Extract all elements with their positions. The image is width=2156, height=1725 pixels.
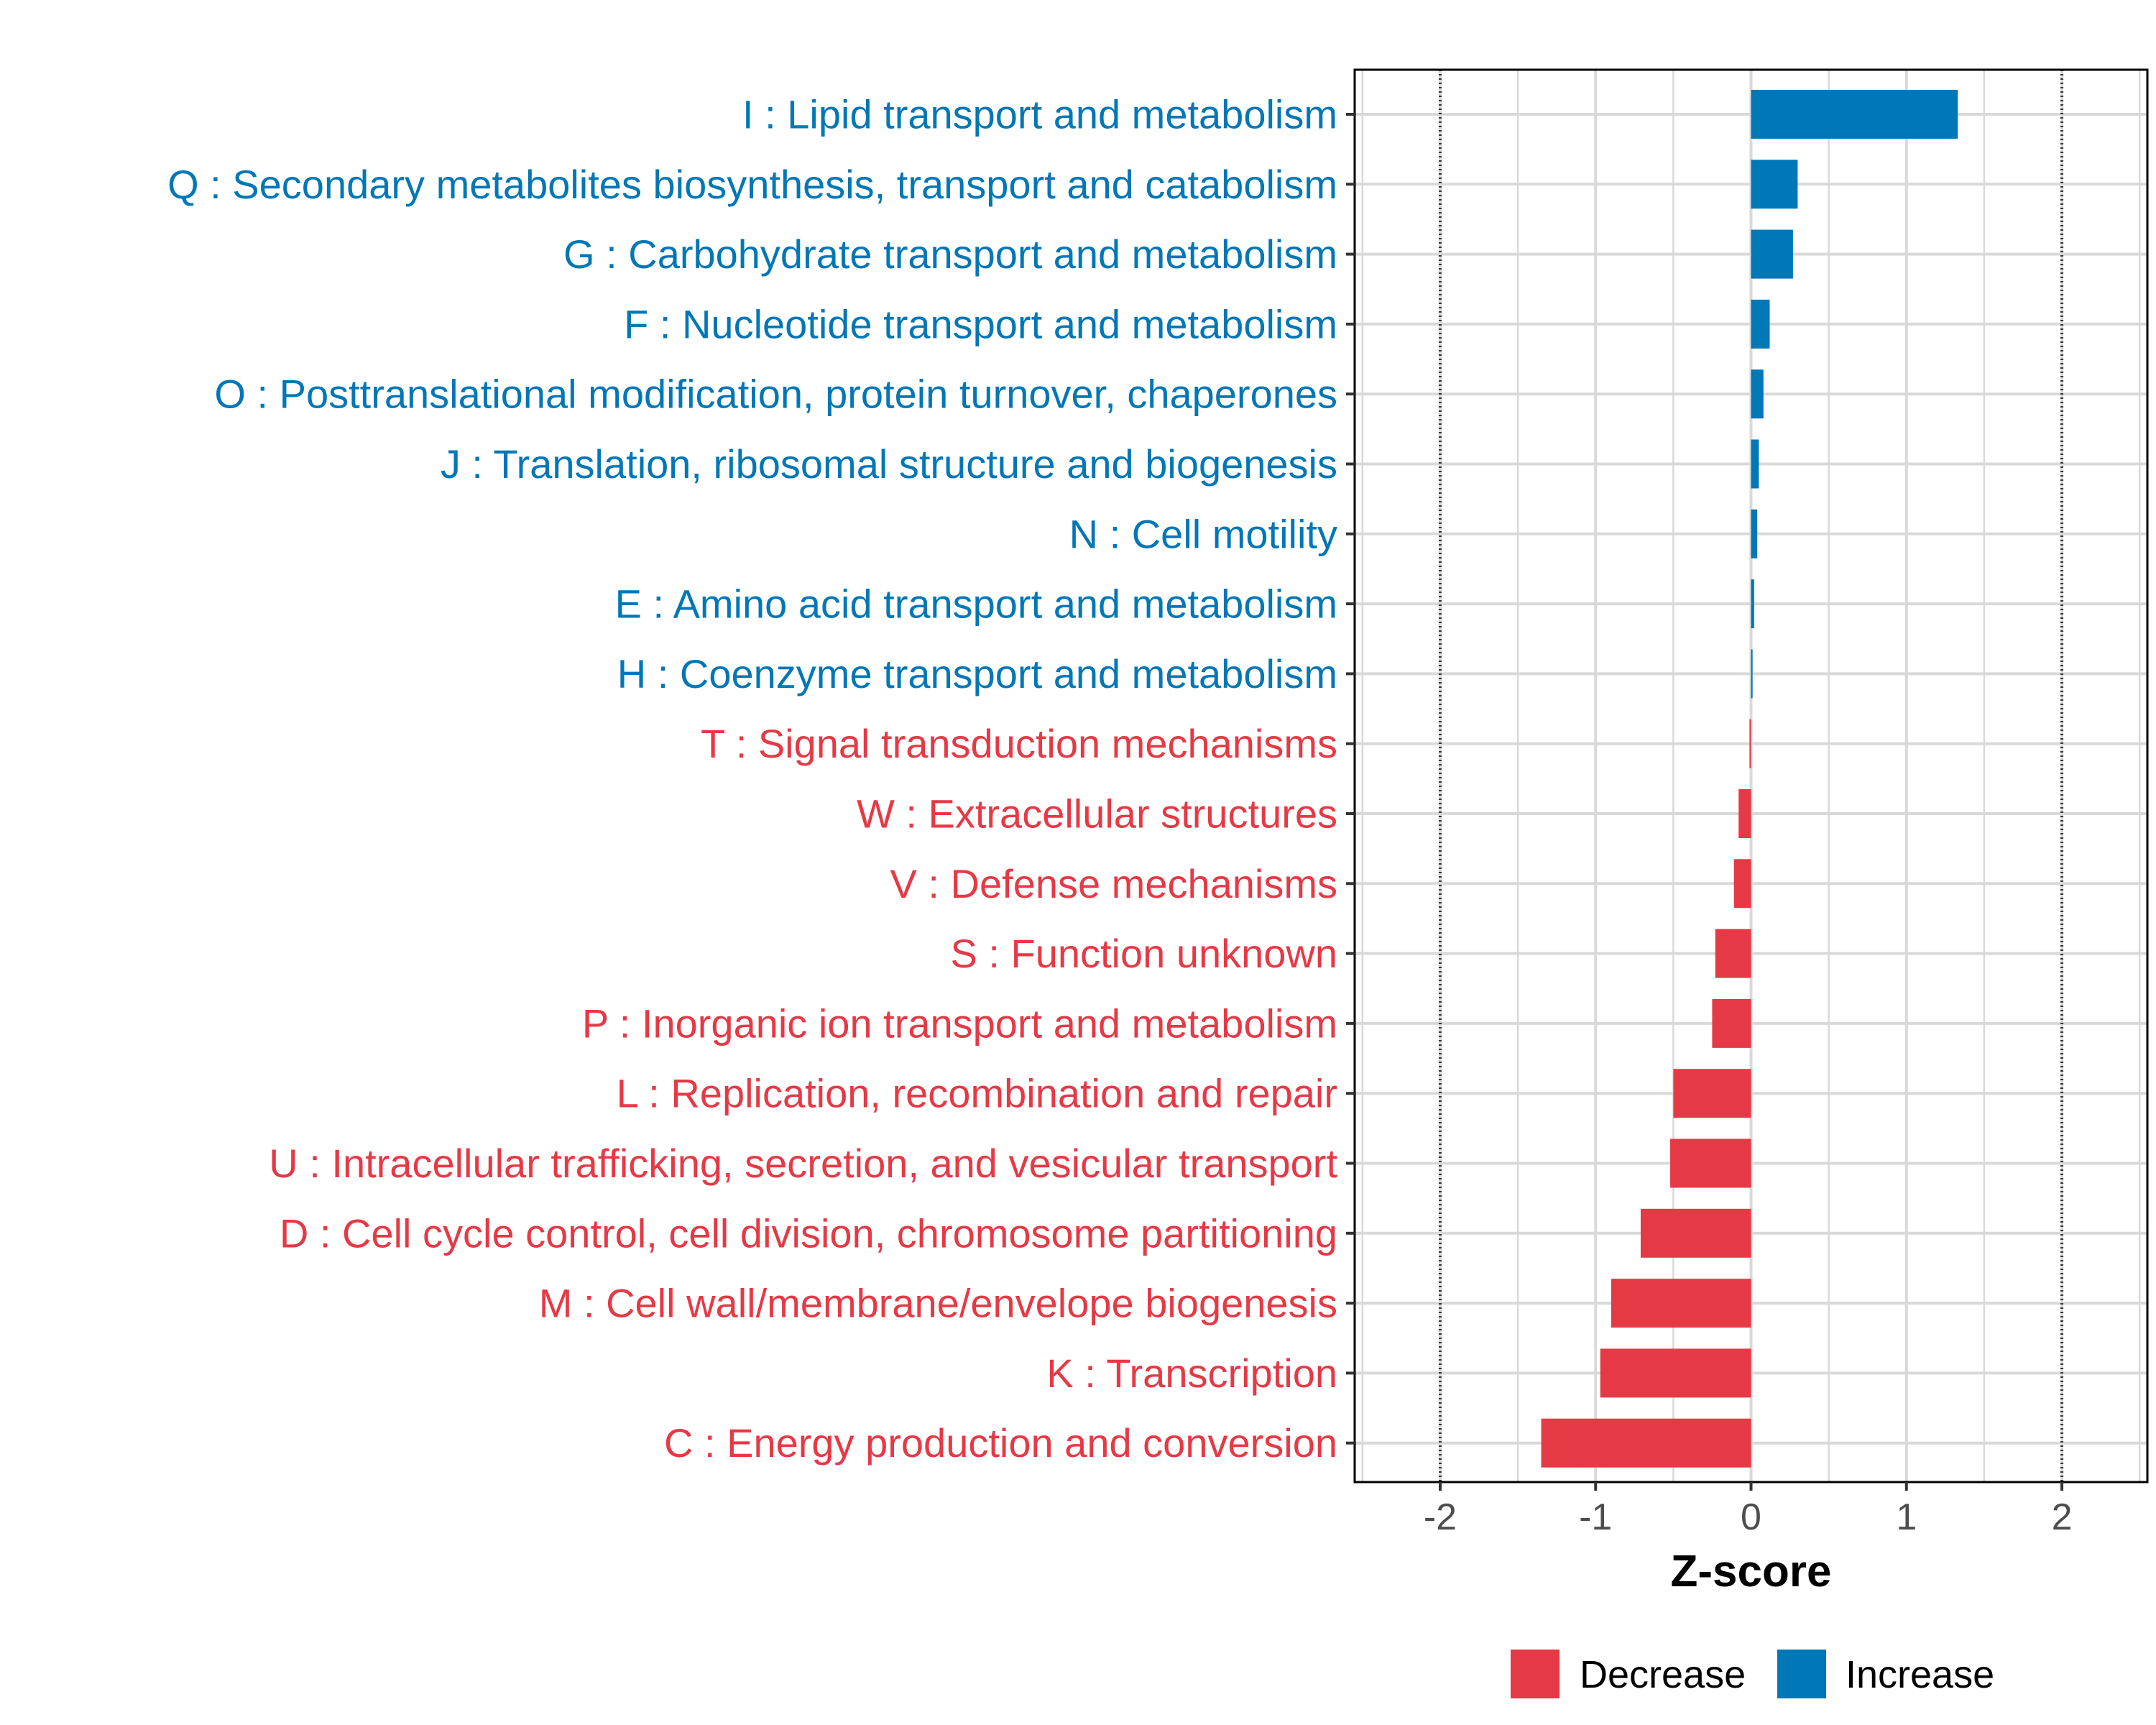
category-label: D : Cell cycle control, cell division, c… (280, 1210, 1337, 1256)
legend-label-decrease: Decrease (1580, 1653, 1746, 1696)
bar (1751, 439, 1759, 489)
bar (1751, 509, 1758, 558)
bar (1640, 1208, 1751, 1258)
category-label: T : Signal transduction mechanisms (701, 721, 1337, 766)
category-label: S : Function unknown (950, 931, 1337, 976)
bar (1751, 299, 1770, 349)
category-label: F : Nucleotide transport and metabolism (624, 301, 1337, 346)
x-axis-title: Z-score (1671, 1547, 1832, 1596)
category-label: J : Translation, ribosomal structure and… (441, 441, 1337, 487)
category-label: W : Extracellular structures (857, 791, 1337, 837)
category-label: M : Cell wall/membrane/envelope biogenes… (539, 1281, 1337, 1326)
category-label: H : Coenzyme transport and metabolism (617, 651, 1337, 696)
bar (1751, 649, 1753, 699)
bar (1673, 1069, 1751, 1118)
category-label: L : Replication, recombination and repai… (617, 1071, 1337, 1116)
x-tick-label: -1 (1579, 1496, 1612, 1538)
category-label: P : Inorganic ion transport and metaboli… (582, 1000, 1337, 1046)
category-label: U : Intracellular trafficking, secretion… (269, 1141, 1337, 1186)
category-label: I : Lipid transport and metabolism (742, 92, 1337, 137)
category-label: K : Transcription (1046, 1351, 1337, 1396)
x-tick-label: -2 (1424, 1496, 1457, 1538)
bar (1751, 579, 1754, 629)
category-label: O : Posttranslational modification, prot… (214, 372, 1337, 417)
bar (1712, 998, 1751, 1048)
category-label: E : Amino acid transport and metabolism (615, 581, 1337, 627)
category-labels: I : Lipid transport and metabolism Q : Se… (167, 92, 1337, 1466)
bar (1751, 160, 1798, 209)
legend-label-increase: Increase (1846, 1653, 1994, 1696)
bar (1733, 859, 1751, 908)
bar (1738, 789, 1751, 838)
bar (1600, 1348, 1751, 1398)
bar (1751, 369, 1764, 419)
category-label: N : Cell motility (1069, 511, 1337, 556)
category-label: V : Defense mechanisms (890, 861, 1337, 906)
bar (1751, 90, 1958, 139)
legend: Decrease Increase (1511, 1650, 1994, 1698)
bar (1751, 229, 1793, 279)
legend-swatch-decrease (1511, 1650, 1560, 1698)
x-tick-label: 1 (1896, 1496, 1917, 1538)
category-label: G : Carbohydrate transport and metabolis… (563, 231, 1337, 277)
x-axis-ticks: -2 -1 0 1 2 (1424, 1482, 2073, 1538)
legend-swatch-increase (1777, 1650, 1826, 1698)
x-tick-label: 0 (1741, 1496, 1761, 1538)
x-tick-label: 2 (2052, 1496, 2073, 1538)
bars (1541, 90, 1958, 1468)
bar (1611, 1279, 1751, 1328)
bar (1670, 1138, 1751, 1188)
y-axis-ticks (1346, 113, 1355, 1445)
bar (1749, 719, 1751, 768)
bar (1715, 929, 1751, 978)
category-label: C : Energy production and conversion (664, 1420, 1337, 1466)
category-label: Q : Secondary metabolites biosynthesis, … (167, 162, 1337, 207)
bar (1541, 1418, 1751, 1468)
